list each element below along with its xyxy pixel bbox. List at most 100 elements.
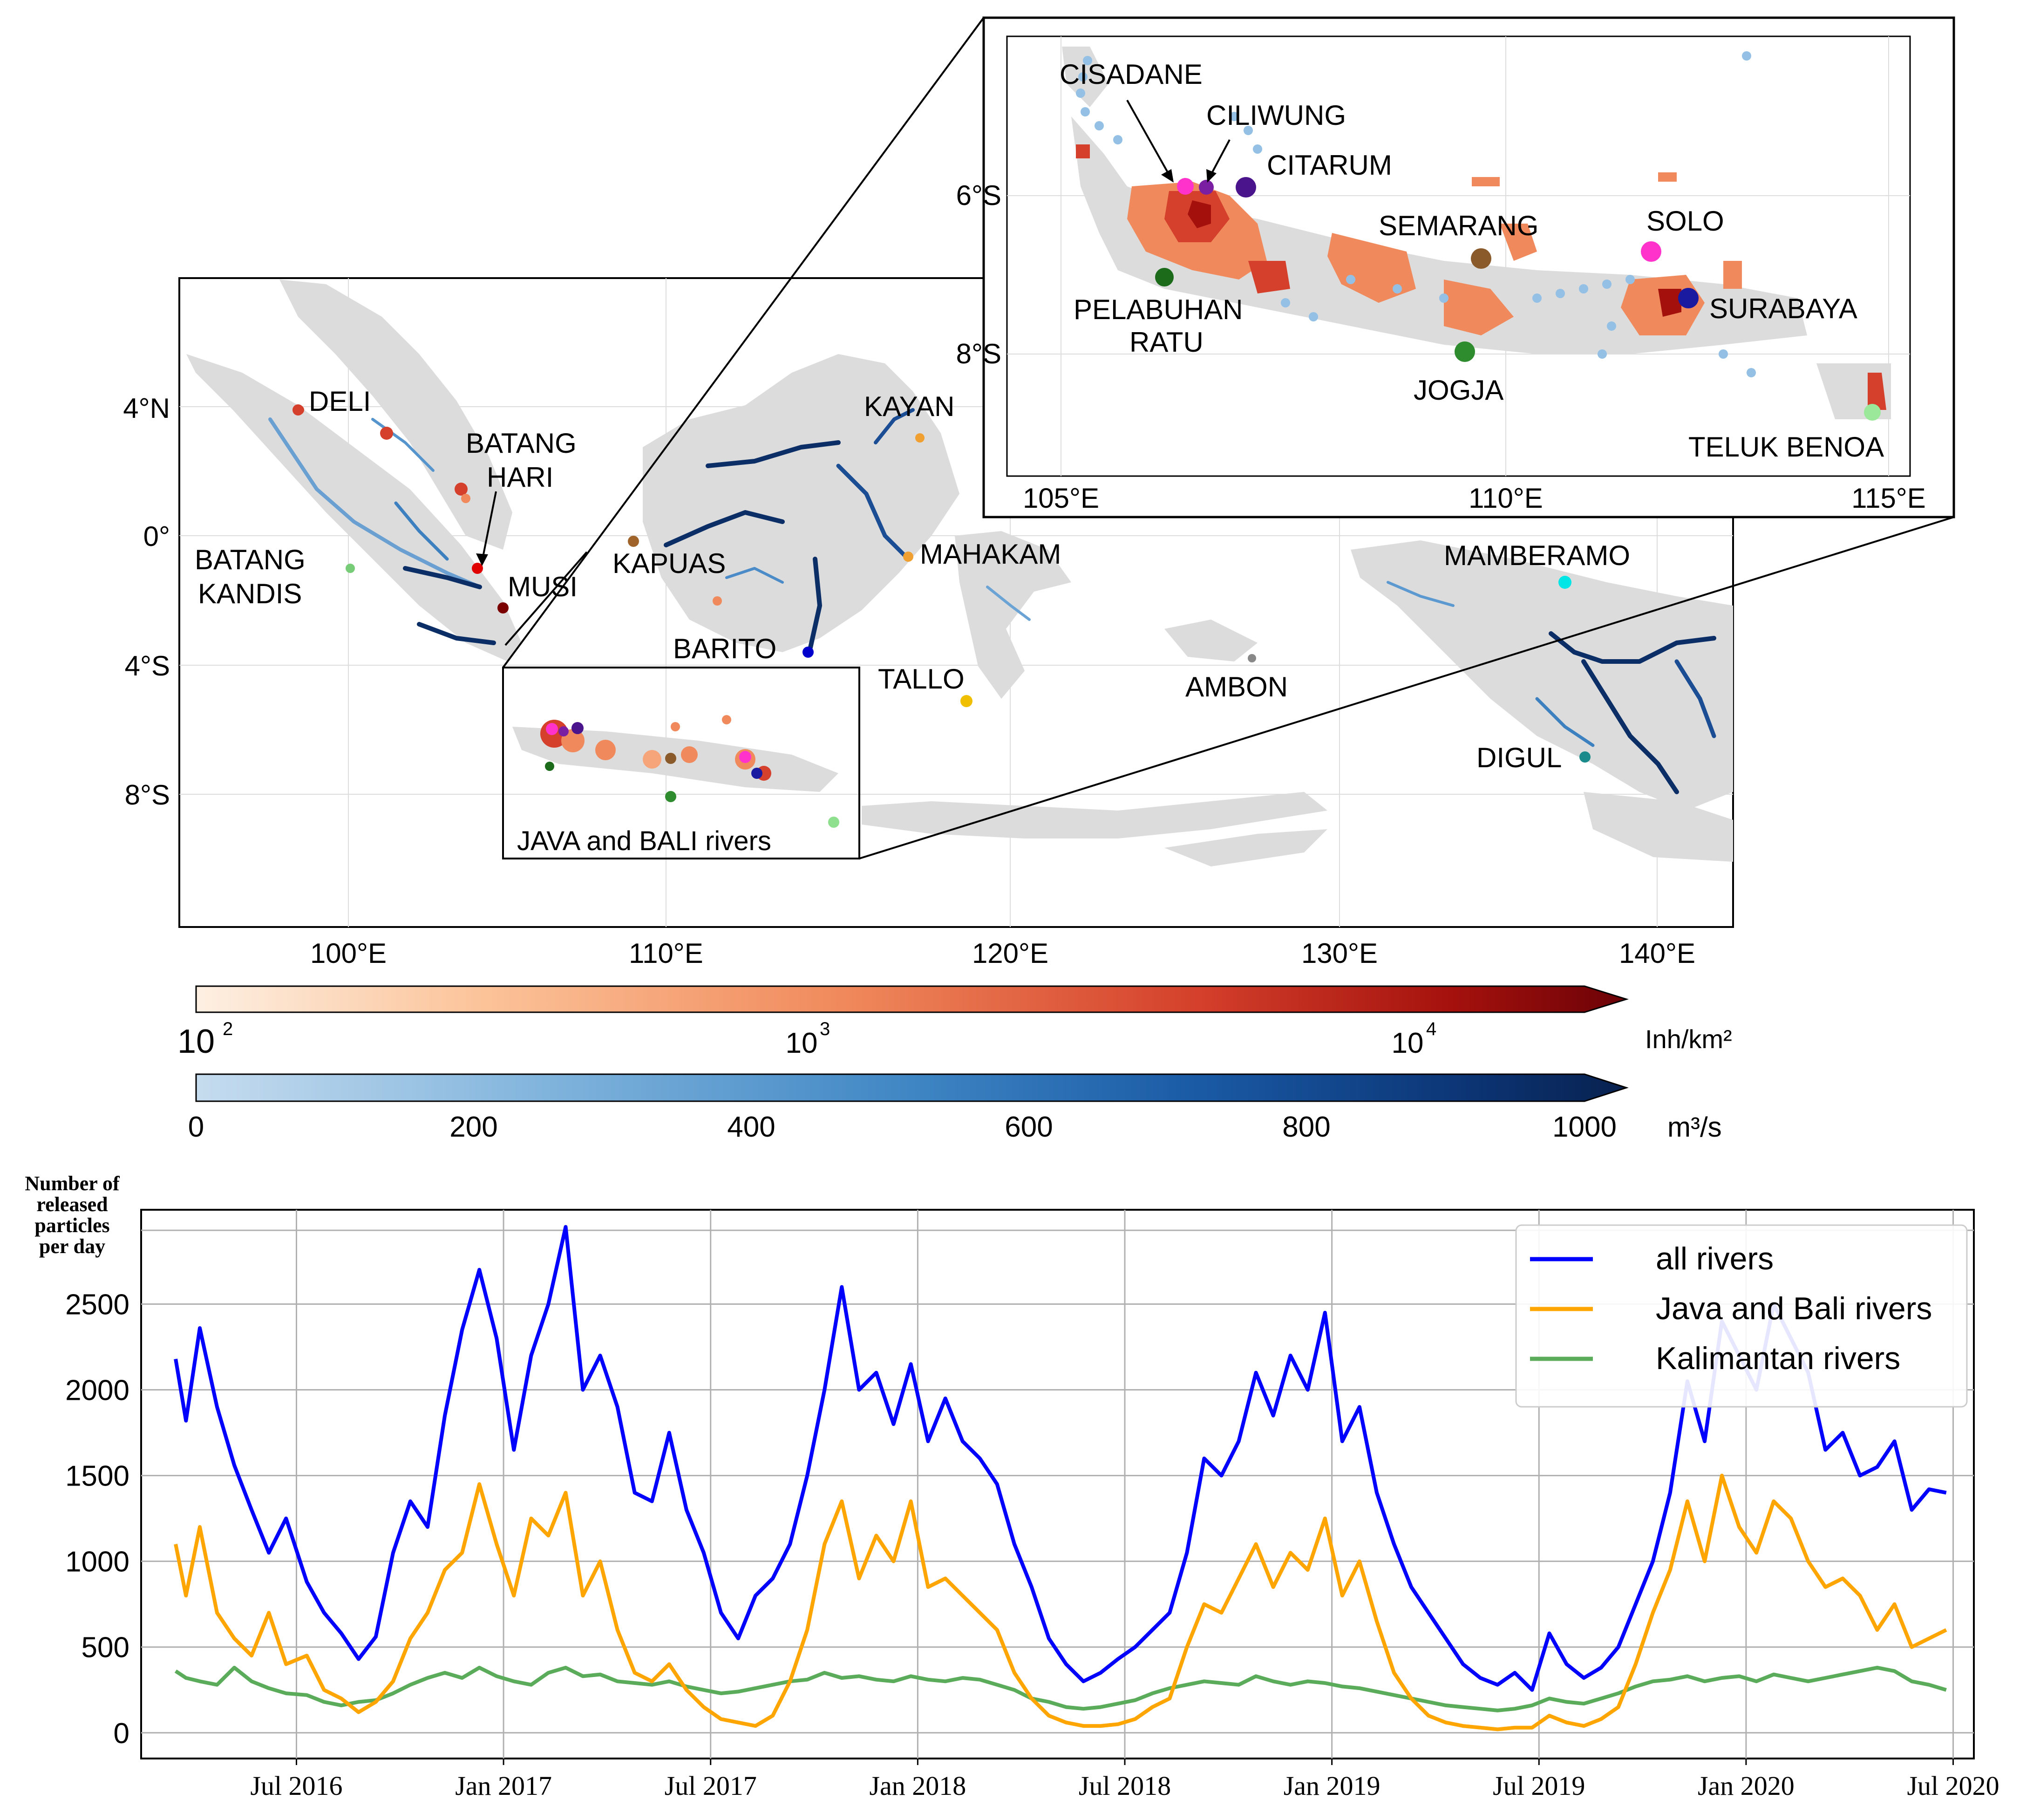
svg-text:RATU: RATU: [1129, 327, 1204, 358]
svg-text:TALLO: TALLO: [878, 663, 965, 695]
x-tick-label: Jan 2018: [869, 1771, 966, 1801]
svg-text:TELUK BENOA: TELUK BENOA: [1688, 431, 1884, 463]
svg-text:KANDIS: KANDIS: [198, 578, 302, 609]
ambon-marker: [1248, 654, 1256, 662]
svg-text:SOLO: SOLO: [1646, 205, 1724, 237]
population-colorbar: 10 2 10 3 10 4 Inh/km²: [177, 985, 1732, 1060]
svg-text:PELABUHAN: PELABUHAN: [1074, 294, 1243, 325]
svg-text:105°E: 105°E: [1023, 483, 1099, 514]
svg-text:MAMBERAMO: MAMBERAMO: [1444, 540, 1630, 571]
svg-text:JOGJA: JOGJA: [1414, 375, 1503, 406]
svg-text:Java and Bali rivers: Java and Bali rivers: [1656, 1291, 1932, 1326]
chart-y-ticks: 0 500 1000 1500 2000 2500: [65, 1288, 129, 1749]
svg-text:Kalimantan rivers: Kalimantan rivers: [1656, 1341, 1900, 1376]
svg-text:6°S: 6°S: [956, 180, 1001, 211]
chart-x-ticks: Jul 2016 Jan 2017 Jul 2017 Jan 2018 Jul 2018…: [250, 1759, 1999, 1801]
svg-text:0°: 0°: [143, 521, 170, 552]
inset-population: [1076, 144, 1886, 410]
inset-markers: [1155, 177, 1881, 421]
inset-map: CISADANE CILIWUNG CITARUM SEMARANG SOLO …: [956, 16, 1955, 518]
svg-text:CILIWUNG: CILIWUNG: [1206, 100, 1346, 131]
x-tick-label: Jul 2016: [250, 1771, 342, 1801]
svg-text:KAYAN: KAYAN: [864, 391, 955, 422]
svg-text:100°E: 100°E: [310, 938, 387, 969]
map-lon-ticks: 100°E 110°E 120°E 130°E 140°E: [310, 938, 1695, 969]
y-tick-label: 2000: [65, 1375, 129, 1407]
y-tick-label: 500: [82, 1632, 129, 1664]
x-tick-label: Jul 2017: [665, 1771, 757, 1801]
y-tick-label: 1500: [65, 1460, 129, 1493]
zoom-line-2: [859, 516, 1954, 859]
svg-text:10: 10: [1392, 1027, 1424, 1059]
svg-text:KAPUAS: KAPUAS: [612, 548, 726, 579]
borneo-island: [643, 354, 959, 652]
series-line-kalimantan-rivers: [174, 1665, 1947, 1712]
y-tick-label: 2500: [65, 1288, 129, 1321]
time-series-chart: Number of released particles per day 0 50…: [25, 1172, 1999, 1801]
x-tick-label: Jul 2020: [1907, 1771, 1999, 1801]
svg-text:HARI: HARI: [487, 462, 553, 493]
svg-text:8°S: 8°S: [125, 779, 170, 811]
inset-lon-ticks: 105°E 110°E 115°E: [1023, 483, 1926, 514]
x-tick-label: Jan 2017: [455, 1771, 552, 1801]
nusa-tenggara-islands: [862, 792, 1327, 838]
discharge-colorbar: 0 200 400 600 800 1000 m³/s: [188, 1073, 1722, 1143]
svg-text:MAHAKAM: MAHAKAM: [920, 539, 1061, 570]
svg-text:SURABAYA: SURABAYA: [1709, 293, 1857, 324]
chart-ylabel-line-1: Number of: [25, 1172, 120, 1195]
south-papua-land: [1584, 792, 1733, 862]
svg-text:200: 200: [449, 1111, 497, 1143]
digul-marker: [1579, 751, 1591, 763]
svg-text:600: 600: [1005, 1111, 1053, 1143]
svg-text:4: 4: [1426, 1019, 1436, 1039]
batang-hari-marker: [472, 563, 483, 574]
land-masses: [186, 279, 1733, 866]
svg-text:3: 3: [820, 1019, 830, 1039]
svg-text:10: 10: [177, 1023, 215, 1060]
svg-text:m³/s: m³/s: [1667, 1111, 1722, 1143]
y-tick-label: 1000: [65, 1546, 129, 1578]
sumatra-north: [279, 279, 512, 550]
svg-text:400: 400: [727, 1111, 775, 1143]
svg-text:Inh/km²: Inh/km²: [1645, 1024, 1732, 1054]
x-tick-label: Jan 2020: [1698, 1771, 1795, 1801]
chart-ylabel-line-3: particles: [34, 1214, 109, 1237]
svg-text:120°E: 120°E: [972, 938, 1048, 969]
svg-text:BARITO: BARITO: [673, 633, 776, 664]
barito-marker: [802, 647, 814, 658]
river-network: [268, 408, 1716, 794]
svg-text:4°S: 4°S: [125, 650, 170, 682]
series-line-java-and-bali-rivers: [174, 1473, 1947, 1731]
chart-legend: all rivers Java and Bali rivers Kalimant…: [1515, 1224, 1968, 1408]
svg-text:800: 800: [1282, 1111, 1330, 1143]
maluku-islands: [1164, 620, 1258, 661]
x-tick-label: Jan 2019: [1284, 1771, 1380, 1801]
java-bali-box-label: JAVA and BALI rivers: [517, 826, 771, 856]
svg-text:140°E: 140°E: [1619, 938, 1695, 969]
batang-kandis-marker: [346, 564, 355, 573]
svg-text:CISADANE: CISADANE: [1060, 59, 1203, 90]
sulawesi-island: [955, 531, 1071, 699]
svg-text:0: 0: [188, 1111, 204, 1143]
svg-text:BATANG: BATANG: [466, 428, 577, 459]
river-labels: DELI BATANG HARI BATANG KANDIS MUSI KAPU…: [195, 386, 1630, 773]
tallo-marker: [960, 695, 972, 707]
svg-text:1000: 1000: [1552, 1111, 1617, 1143]
svg-text:CITARUM: CITARUM: [1267, 150, 1392, 181]
svg-text:4°N: 4°N: [123, 393, 170, 424]
map-lat-ticks: 4°N 0° 4°S 8°S: [123, 393, 170, 811]
mamberamo-marker: [1558, 576, 1571, 589]
kapuas-marker: [628, 536, 639, 547]
deli-marker: [295, 405, 304, 415]
java-bali-box: [502, 667, 860, 859]
inset-river-dots: [1076, 51, 1756, 377]
svg-text:2: 2: [223, 1019, 233, 1039]
svg-text:AMBON: AMBON: [1185, 671, 1288, 702]
x-tick-label: Jul 2018: [1079, 1771, 1171, 1801]
kayan-marker: [915, 433, 925, 443]
chart-ylabel-line-4: per day: [39, 1235, 105, 1258]
svg-text:110°E: 110°E: [1469, 483, 1543, 514]
inset-labels: CISADANE CILIWUNG CITARUM SEMARANG SOLO …: [1060, 59, 1884, 463]
svg-text:all rivers: all rivers: [1656, 1241, 1774, 1276]
svg-text:BATANG: BATANG: [195, 544, 306, 575]
